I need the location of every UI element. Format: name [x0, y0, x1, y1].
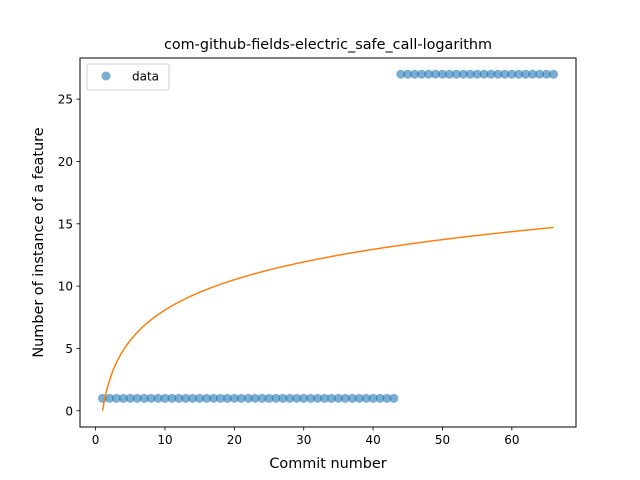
data-point: [292, 393, 302, 403]
legend-box: [86, 63, 170, 91]
data-point: [146, 393, 156, 403]
y-tick-label: 15: [58, 217, 73, 231]
legend-marker-data: [101, 71, 111, 81]
data-point: [347, 393, 357, 403]
x-tick-label: 40: [365, 433, 380, 447]
x-axis-label: Commit number: [269, 456, 386, 472]
data-point: [521, 69, 531, 79]
data-point: [500, 69, 510, 79]
data-point: [542, 69, 552, 79]
data-point: [437, 69, 447, 79]
data-point: [424, 69, 434, 79]
data-point: [361, 393, 371, 403]
data-point: [132, 393, 142, 403]
data-point: [104, 393, 114, 403]
data-point: [278, 393, 288, 403]
data-point: [417, 69, 427, 79]
data-point: [222, 393, 232, 403]
data-point: [167, 393, 177, 403]
data-point: [181, 393, 191, 403]
plot-frame: [79, 57, 577, 428]
data-point: [320, 393, 330, 403]
y-tick-label: 20: [58, 155, 73, 169]
data-point: [465, 69, 475, 79]
data-point: [396, 69, 406, 79]
data-point: [340, 393, 350, 403]
data-point: [250, 393, 260, 403]
data-point: [403, 69, 413, 79]
data-point: [486, 69, 496, 79]
x-axis: 0 10 20 30 40 50 60: [92, 427, 519, 447]
data-point: [209, 393, 219, 403]
data-point: [118, 393, 128, 403]
y-axis: 0 5 10 15 20 25: [58, 93, 80, 418]
data-point: [306, 393, 316, 403]
data-point: [444, 69, 454, 79]
data-point: [195, 393, 205, 403]
data-point: [548, 69, 558, 79]
data-point: [111, 393, 121, 403]
data-point: [299, 393, 309, 403]
data-point: [368, 393, 378, 403]
data-point: [153, 393, 163, 403]
data-point: [535, 69, 545, 79]
data-point: [389, 393, 399, 403]
x-tick-label: 20: [227, 433, 242, 447]
data-point: [375, 393, 385, 403]
data-point: [139, 393, 149, 403]
y-tick-label: 25: [58, 93, 73, 107]
data-point: [264, 393, 274, 403]
data-point: [472, 69, 482, 79]
y-tick-label: 10: [58, 280, 73, 294]
data-point: [451, 69, 461, 79]
y-axis-label: Number of instance of a feature: [31, 127, 47, 357]
data-point: [528, 69, 538, 79]
data-point: [354, 393, 364, 403]
data-point: [458, 69, 468, 79]
data-point: [431, 69, 441, 79]
x-tick-label: 10: [157, 433, 172, 447]
data-point: [313, 393, 323, 403]
data-point: [243, 393, 253, 403]
data-point: [514, 69, 524, 79]
fit-line: [101, 226, 554, 411]
data-point: [507, 69, 517, 79]
data-point: [215, 393, 225, 403]
y-tick-label: 0: [65, 404, 73, 418]
data-point: [382, 393, 392, 403]
data-point: [229, 393, 239, 403]
data-point: [236, 393, 246, 403]
data-point: [285, 393, 295, 403]
data-point: [257, 393, 267, 403]
data-point: [188, 393, 198, 403]
x-tick-label: 30: [296, 433, 311, 447]
data-point: [271, 393, 281, 403]
x-tick-label: 50: [435, 433, 450, 447]
y-tick-label: 5: [65, 342, 73, 356]
x-tick-label: 60: [504, 433, 519, 447]
legend: data: [86, 63, 170, 91]
legend-label-data: data: [132, 70, 159, 84]
plot-area: [98, 69, 558, 411]
data-point: [410, 69, 420, 79]
data-point: [479, 69, 489, 79]
data-point: [174, 393, 184, 403]
data-point: [333, 393, 343, 403]
chart-title: com-github-fields-electric_safe_call-log…: [164, 37, 492, 53]
data-point: [202, 393, 212, 403]
data-point: [125, 393, 135, 403]
x-tick-label: 0: [92, 433, 100, 447]
data-point: [326, 393, 336, 403]
data-point: [160, 393, 170, 403]
data-point: [493, 69, 503, 79]
